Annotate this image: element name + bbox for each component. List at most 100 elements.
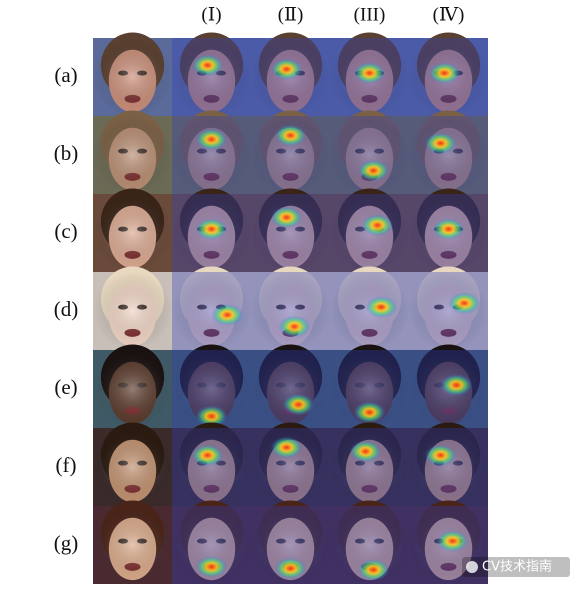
row-label: (b) — [54, 141, 79, 165]
attention-blob — [278, 315, 311, 338]
row-label: (g) — [54, 531, 79, 555]
face-image — [172, 110, 251, 194]
face-image — [93, 500, 172, 584]
attention-blob — [195, 128, 228, 151]
shade — [93, 428, 172, 506]
attention-blob — [270, 58, 303, 81]
attention-tint — [409, 116, 488, 194]
attention-tint — [251, 350, 330, 428]
face-image — [251, 266, 330, 350]
attention-blob — [282, 393, 315, 416]
shade — [409, 428, 488, 506]
attention-tint — [409, 428, 488, 506]
attention-blob — [195, 405, 228, 428]
attention-blob — [436, 530, 469, 553]
attention-blob — [195, 218, 228, 241]
face-image — [409, 422, 488, 506]
face-image — [93, 422, 172, 506]
face-image — [330, 266, 409, 350]
attention-blob — [274, 557, 307, 580]
face-image — [172, 188, 251, 272]
face-image — [330, 188, 409, 272]
column-header: (Ⅳ) — [433, 4, 465, 25]
attention-blob — [428, 62, 461, 85]
shade — [172, 38, 251, 116]
face-image — [93, 110, 172, 194]
face-image — [409, 344, 488, 428]
attention-tint — [251, 272, 330, 350]
row-label: (a) — [54, 63, 77, 87]
attention-tint — [172, 116, 251, 194]
shade — [93, 350, 172, 428]
shade — [409, 116, 488, 194]
attention-tint — [330, 116, 409, 194]
attention-blob — [357, 159, 390, 182]
image-grid — [93, 32, 488, 584]
attention-blob — [349, 440, 382, 463]
watermark-bg — [462, 557, 570, 577]
face-image — [93, 344, 172, 428]
face-image — [93, 188, 172, 272]
face-image — [409, 188, 488, 272]
face-image — [251, 344, 330, 428]
attention-blob — [440, 374, 473, 397]
face-image — [409, 110, 488, 194]
attention-blob — [274, 124, 307, 147]
row-label: (f) — [56, 453, 77, 477]
face-image — [251, 188, 330, 272]
face-image — [172, 344, 251, 428]
face-image — [172, 266, 251, 350]
shade — [172, 428, 251, 506]
face-image — [93, 32, 172, 116]
attention-blob — [432, 218, 465, 241]
face-image — [251, 500, 330, 584]
attention-blob — [365, 296, 398, 319]
watermark-icon — [466, 561, 478, 573]
shade — [93, 116, 172, 194]
face-image — [409, 266, 488, 350]
attention-tint — [172, 38, 251, 116]
shade — [93, 506, 172, 584]
shade — [251, 350, 330, 428]
row-label: (c) — [54, 219, 77, 243]
attention-blob — [191, 444, 224, 467]
attention-blob — [195, 555, 228, 578]
face-image — [251, 110, 330, 194]
attention-tint — [409, 272, 488, 350]
shade — [93, 272, 172, 350]
column-header: (Ⅱ) — [278, 4, 304, 25]
attention-blob — [357, 558, 390, 581]
attention-blob — [353, 401, 386, 424]
face-image — [251, 32, 330, 116]
face-image — [172, 422, 251, 506]
attention-blob — [270, 436, 303, 459]
face-image — [251, 422, 330, 506]
shade — [93, 194, 172, 272]
face-image — [172, 500, 251, 584]
attention-tint — [251, 194, 330, 272]
face-image — [172, 32, 251, 116]
attention-blob — [270, 206, 303, 229]
column-header: (III) — [354, 4, 386, 25]
watermark: CV技术指南 — [482, 559, 552, 575]
column-header: (Ⅰ) — [201, 4, 221, 25]
row-label: (d) — [54, 297, 79, 321]
face-image — [330, 110, 409, 194]
attention-blob — [353, 62, 386, 85]
face-image — [330, 344, 409, 428]
row-label: (e) — [54, 375, 77, 399]
attention-blob — [424, 444, 457, 467]
attention-tint — [330, 428, 409, 506]
face-image — [330, 500, 409, 584]
attention-blob — [361, 214, 394, 237]
attention-blob — [211, 303, 244, 326]
face-image — [409, 32, 488, 116]
attention-blob — [191, 54, 224, 77]
face-image — [93, 266, 172, 350]
attention-blob — [448, 292, 481, 315]
face-image — [330, 32, 409, 116]
face-image — [330, 422, 409, 506]
attention-blob — [424, 132, 457, 155]
